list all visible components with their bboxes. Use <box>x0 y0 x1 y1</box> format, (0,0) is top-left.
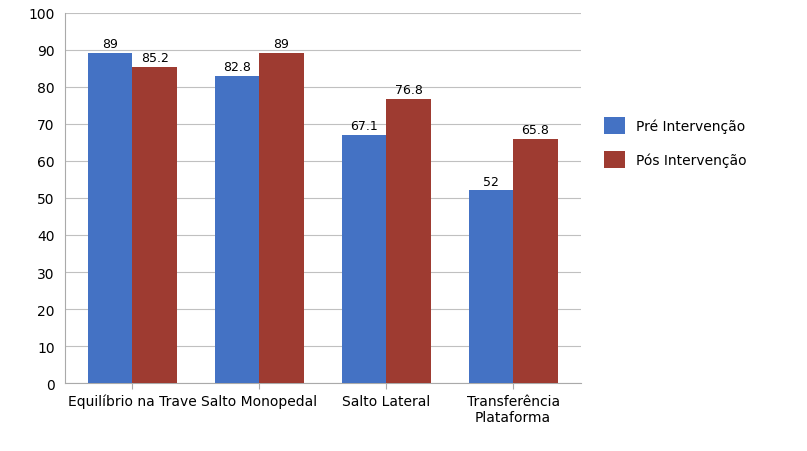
Text: 82.8: 82.8 <box>224 61 251 74</box>
Bar <box>259 54 303 383</box>
Bar <box>88 54 132 383</box>
Text: 65.8: 65.8 <box>521 124 550 137</box>
Text: 85.2: 85.2 <box>140 52 169 65</box>
Bar <box>387 99 431 383</box>
Bar <box>513 140 558 383</box>
Legend: Pré Intervenção, Pós Intervenção: Pré Intervenção, Pós Intervenção <box>598 112 752 174</box>
Text: 89: 89 <box>274 38 290 51</box>
Bar <box>469 191 513 383</box>
Text: 89: 89 <box>102 38 118 51</box>
Bar <box>215 77 259 383</box>
Text: 67.1: 67.1 <box>350 119 378 132</box>
Text: 52: 52 <box>483 175 499 188</box>
Bar <box>132 68 177 383</box>
Text: 76.8: 76.8 <box>395 83 422 97</box>
Bar <box>342 135 387 383</box>
